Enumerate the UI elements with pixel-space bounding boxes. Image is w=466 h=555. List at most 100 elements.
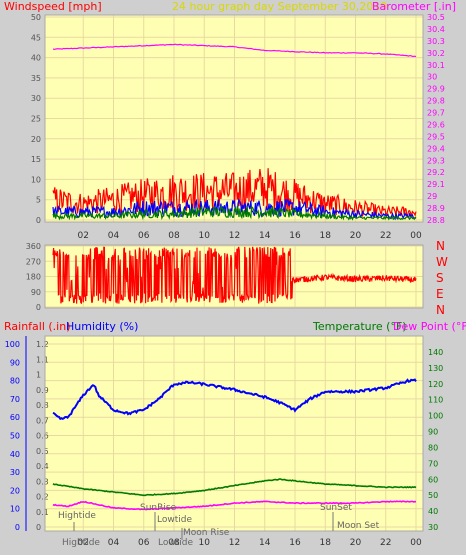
temperature-tick-label: 110 xyxy=(428,396,443,405)
x-tick-label-bottom: 06 xyxy=(138,538,150,548)
x-tick-label-bottom: 22 xyxy=(380,538,391,548)
barometer-tick-label: 29.8 xyxy=(427,97,445,106)
annotation-sunrise: SunRise xyxy=(140,503,177,513)
temperature-tick-label: 100 xyxy=(428,412,443,421)
temperature-tick-label: 90 xyxy=(428,428,438,437)
barometer-tick-label: 30.5 xyxy=(427,13,445,22)
rainfall-tick-label: 0.4 xyxy=(36,462,49,471)
rainfall-tick-label: 0.9 xyxy=(36,386,49,395)
x-tick-label-top: 04 xyxy=(108,231,120,241)
barometer-tick-label: 30.3 xyxy=(427,37,445,46)
rainfall-tick-label: 0 xyxy=(36,523,41,532)
barometer-tick-label: 30.4 xyxy=(427,25,445,34)
barometer-tick-label: 30 xyxy=(427,73,437,82)
temperature-tick-label: 60 xyxy=(428,475,438,484)
annotation-moonset: Moon Set xyxy=(337,521,380,531)
annotation-hightide-1: Hightide xyxy=(58,511,96,521)
temperature-tick-label: 50 xyxy=(428,491,438,500)
rainfall-tick-label: 0.6 xyxy=(36,432,49,441)
barometer-tick-label: 30.2 xyxy=(427,49,445,58)
rainfall-tick-label: 0.5 xyxy=(36,447,49,456)
annotation-sunset: SunSet xyxy=(320,503,352,513)
rainfall-tick-label: 0.7 xyxy=(36,416,49,425)
axes: 0202040406060808101012121414161618182020… xyxy=(5,13,445,548)
humidity-tick-label: 80 xyxy=(10,377,20,386)
direction-tick-label: 270 xyxy=(26,257,41,266)
rainfall-tick-label: 0.3 xyxy=(36,477,49,486)
humidity-tick-label: 30 xyxy=(10,468,20,477)
humidity-tick-label: 100 xyxy=(5,340,20,349)
humidity-tick-label: 70 xyxy=(10,395,20,404)
humidity-tick-label: 90 xyxy=(10,358,20,367)
windspeed-tick-label: 0 xyxy=(36,216,41,225)
barometer-tick-label: 30.1 xyxy=(427,61,445,70)
plot-border xyxy=(44,335,424,532)
barometer-tick-label: 29.4 xyxy=(427,144,445,153)
humidity-tick-label: 60 xyxy=(10,413,20,422)
x-tick-label-bottom: 12 xyxy=(229,538,240,548)
plot-border xyxy=(44,244,424,309)
x-tick-label-top: 22 xyxy=(380,231,391,241)
barometer-tick-label: 29.2 xyxy=(427,168,445,177)
humidity-axis-title: Humidity (%) xyxy=(66,320,138,333)
wind-speed-series-line xyxy=(52,198,417,221)
windspeed-tick-label: 5 xyxy=(36,196,41,205)
direction-tick-label: 90 xyxy=(31,288,41,297)
direction-tick-label: 180 xyxy=(26,273,41,282)
windspeed-tick-label: 15 xyxy=(31,155,41,164)
x-tick-label-bottom: 00 xyxy=(410,538,422,548)
barometer-series-line xyxy=(52,43,417,58)
x-tick-label-top: 02 xyxy=(78,231,89,241)
humidity-series-line xyxy=(52,378,417,421)
temperature-tick-label: 140 xyxy=(428,348,443,357)
x-tick-label-top: 14 xyxy=(259,231,271,241)
wind-direction-series-line xyxy=(52,246,417,305)
direction-label-s: S xyxy=(436,271,444,285)
windspeed-tick-label: 50 xyxy=(31,13,41,22)
windspeed-tick-label: 45 xyxy=(31,33,41,42)
x-tick-label-bottom: 20 xyxy=(350,538,362,548)
temperature-tick-label: 40 xyxy=(428,507,438,516)
barometer-tick-label: 29.9 xyxy=(427,85,445,94)
barometer-tick-label: 29.7 xyxy=(427,109,445,118)
annotation-lowtide-2: Lowtide xyxy=(158,538,193,548)
humidity-tick-label: 20 xyxy=(10,486,20,495)
series-layer xyxy=(52,43,417,511)
x-tick-label-bottom: 10 xyxy=(199,538,211,548)
windspeed-tick-label: 30 xyxy=(31,94,41,103)
direction-label-w: W xyxy=(436,255,448,269)
rainfall-tick-label: 1.2 xyxy=(36,340,49,349)
x-tick-label-bottom: 04 xyxy=(108,538,120,548)
windspeed-tick-label: 20 xyxy=(31,135,41,144)
barometer-tick-label: 29.6 xyxy=(427,120,445,129)
x-tick-label-bottom: 16 xyxy=(289,538,301,548)
temperature-axis-title: Temperature (°F) xyxy=(312,320,407,333)
direction-label-e: E xyxy=(436,287,444,301)
x-tick-label-top: 08 xyxy=(168,231,180,241)
temperature-tick-label: 30 xyxy=(428,523,438,532)
humidity-tick-label: 10 xyxy=(10,505,20,514)
direction-label-n-bottom: N xyxy=(436,303,445,317)
temperature-tick-label: 130 xyxy=(428,364,443,373)
x-tick-label-bottom: 18 xyxy=(320,538,332,548)
annotation-moonrise: Moon Rise xyxy=(183,528,230,538)
barometer-tick-label: 29.5 xyxy=(427,132,445,141)
direction-tick-label: 360 xyxy=(26,242,41,251)
annotation-hightide-2: Hightide xyxy=(62,538,100,548)
direction-tick-label: 0 xyxy=(36,303,41,312)
rainfall-tick-label: 0.8 xyxy=(36,401,49,410)
barometer-tick-label: 29.1 xyxy=(427,180,445,189)
rainfall-tick-label: 1.1 xyxy=(36,355,49,364)
temperature-tick-label: 70 xyxy=(428,459,438,468)
x-tick-label-top: 06 xyxy=(138,231,150,241)
x-tick-label-bottom: 08 xyxy=(168,538,180,548)
x-tick-label-bottom: 14 xyxy=(259,538,271,548)
x-tick-label-top: 12 xyxy=(229,231,240,241)
barometer-axis-title: Barometer [.in] xyxy=(372,0,456,13)
barometer-tick-label: 28.8 xyxy=(427,216,445,225)
wind-average-series-line xyxy=(52,205,416,221)
rainfall-tick-label: 0.1 xyxy=(36,508,49,517)
rainfall-tick-label: 0.2 xyxy=(36,493,49,502)
barometer-tick-label: 28.9 xyxy=(427,204,445,213)
